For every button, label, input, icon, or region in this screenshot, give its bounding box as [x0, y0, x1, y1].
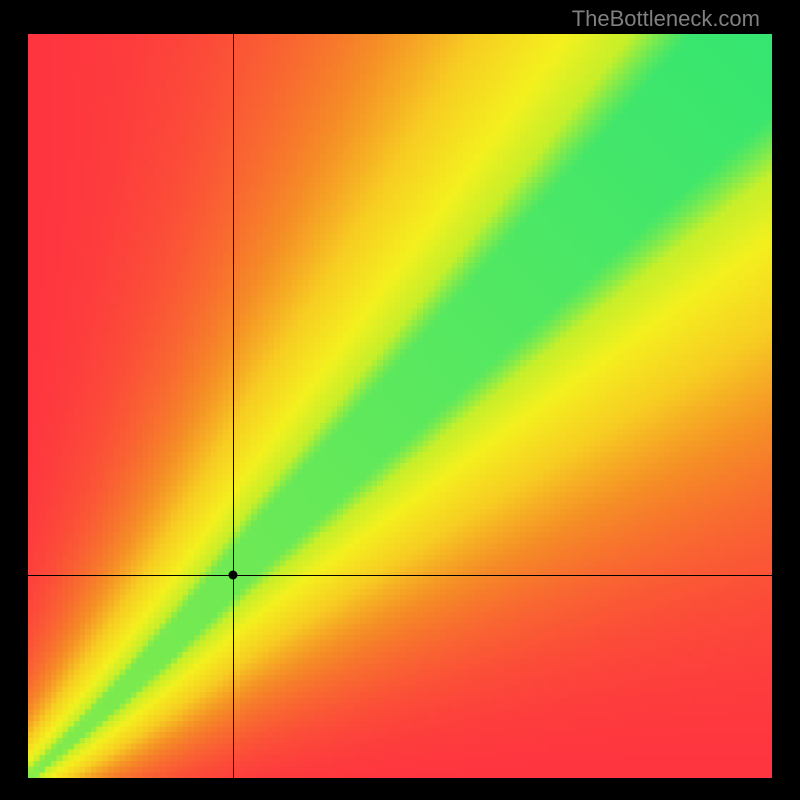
crosshair-marker — [229, 570, 238, 579]
watermark-text: TheBottleneck.com — [572, 6, 760, 32]
heatmap-plot-area — [28, 34, 772, 778]
crosshair-horizontal — [28, 575, 772, 576]
heatmap-canvas — [28, 34, 772, 778]
crosshair-vertical — [233, 34, 234, 778]
